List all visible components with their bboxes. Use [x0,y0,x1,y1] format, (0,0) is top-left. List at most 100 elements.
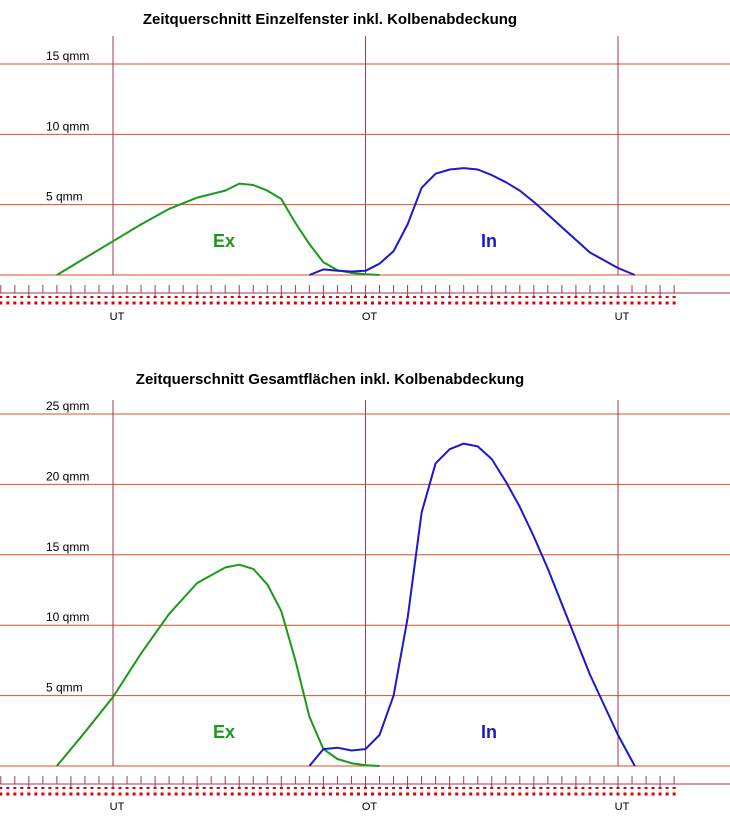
ruler-dot [672,296,676,298]
ruler-dot [307,787,311,789]
ruler-dot [525,296,529,298]
ruler-dot [427,792,431,796]
series-line-in [309,167,636,276]
ruler-dot [41,787,45,789]
ruler-dot [518,787,522,789]
ruler-dot [237,787,241,789]
ruler-dot [595,787,599,789]
ruler-dot [188,296,192,298]
ruler-dot [434,792,438,796]
y-tick-label: 15 qmm [46,49,89,63]
ruler-dot [602,792,606,796]
ruler-dot [349,787,353,789]
ruler-dot [574,301,578,305]
ruler-dot [504,301,508,305]
ruler-dot [581,301,585,305]
chart-2: Zeitquerschnitt Gesamtflächen inkl. Kolb… [0,371,730,813]
ruler-dot [6,787,10,789]
ruler-dot [125,787,129,789]
ruler-dot [76,792,80,796]
series-label-ex: Ex [213,722,235,742]
ruler-dot [69,792,73,796]
ruler-dot [188,792,192,796]
ruler-dot [378,301,382,305]
ruler-dot [511,787,515,789]
ruler-dot [167,301,171,305]
ruler-dot [490,296,494,298]
ruler-dot [420,792,424,796]
ruler-dot [69,296,73,298]
series-line-ex [56,182,380,276]
ruler-dot [455,792,459,796]
ruler-dot [651,296,655,298]
ruler-dot [385,792,389,796]
y-tick-label: 10 qmm [46,119,89,133]
ruler-dot [581,296,585,298]
ruler-dot [321,296,325,298]
ruler-dot [111,792,115,796]
ruler-dot [181,296,185,298]
ruler-dot [13,301,17,305]
ruler-dot [406,787,410,789]
ruler-dot [385,301,389,305]
ruler-dot [132,296,136,298]
ruler-dot [55,296,59,298]
ruler-dot [286,787,290,789]
ruler-dot [448,301,452,305]
ruler-dot [321,787,325,789]
ruler-dot [532,792,536,796]
ruler-dot [560,296,564,298]
ruler-dot [132,792,136,796]
ruler-dot [34,296,38,298]
ruler-dot [307,301,311,305]
ruler-dot [160,296,164,298]
ruler-dot [525,787,529,789]
ruler-dot [658,301,662,305]
ruler-dot [546,787,550,789]
ruler-dot [546,792,550,796]
ruler-dot [413,296,417,298]
ruler-dot [6,301,10,305]
ruler-dot [181,792,185,796]
ruler-dot [420,296,424,298]
ruler-dot [160,792,164,796]
ruler-dot [55,301,59,305]
ruler-dot [20,787,24,789]
ruler-dot [567,296,571,298]
ruler-dot [104,296,108,298]
y-tick-label: 25 qmm [46,399,89,413]
ruler-dot [483,296,487,298]
ruler-dot [413,787,417,789]
ruler-dot [237,792,241,796]
ruler-dot [167,792,171,796]
ruler-dot [188,301,192,305]
ruler-dot [364,296,367,298]
ruler-dot [20,301,24,305]
ruler-dot [539,792,543,796]
ruler-dot [34,301,38,305]
ruler-dot [609,296,613,298]
ruler-dot [90,787,94,789]
ruler-dot [258,792,262,796]
ruler-dot [272,787,276,789]
ruler-dot [293,792,297,796]
ruler-dot [665,296,669,298]
ruler-dot [476,301,480,305]
ruler-dot [553,296,557,298]
ruler-dot [230,296,234,298]
ruler-dot [307,792,311,796]
y-tick-label: 10 qmm [46,610,89,624]
ruler-dot [41,296,45,298]
ruler-dot [349,296,353,298]
ruler-dot [293,787,297,789]
ruler-dot [335,296,339,298]
ruler-dot [497,296,501,298]
ruler-dot [125,301,129,305]
ruler-dot [469,792,473,796]
ruler-dot [181,787,185,789]
ruler-dot [0,787,3,789]
ruler-dot [216,792,220,796]
ruler-dot [371,787,375,789]
